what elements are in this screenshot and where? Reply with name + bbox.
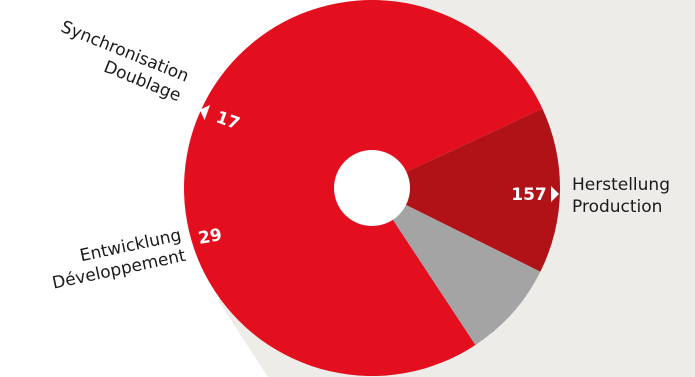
value-label-pointer	[199, 104, 211, 120]
value-label: 29	[180, 225, 224, 249]
donut-hole	[334, 150, 410, 226]
value-label: 157	[511, 185, 559, 205]
value-label-pointer	[180, 231, 190, 248]
category-label-line: Production	[572, 197, 662, 217]
value-label-pointer	[551, 186, 559, 202]
category-label-line: Herstellung	[572, 175, 670, 195]
value-label-text: 157	[511, 185, 547, 205]
value-label-text: 29	[197, 225, 224, 249]
pie-slice	[372, 108, 561, 272]
pie-slice	[372, 188, 541, 345]
